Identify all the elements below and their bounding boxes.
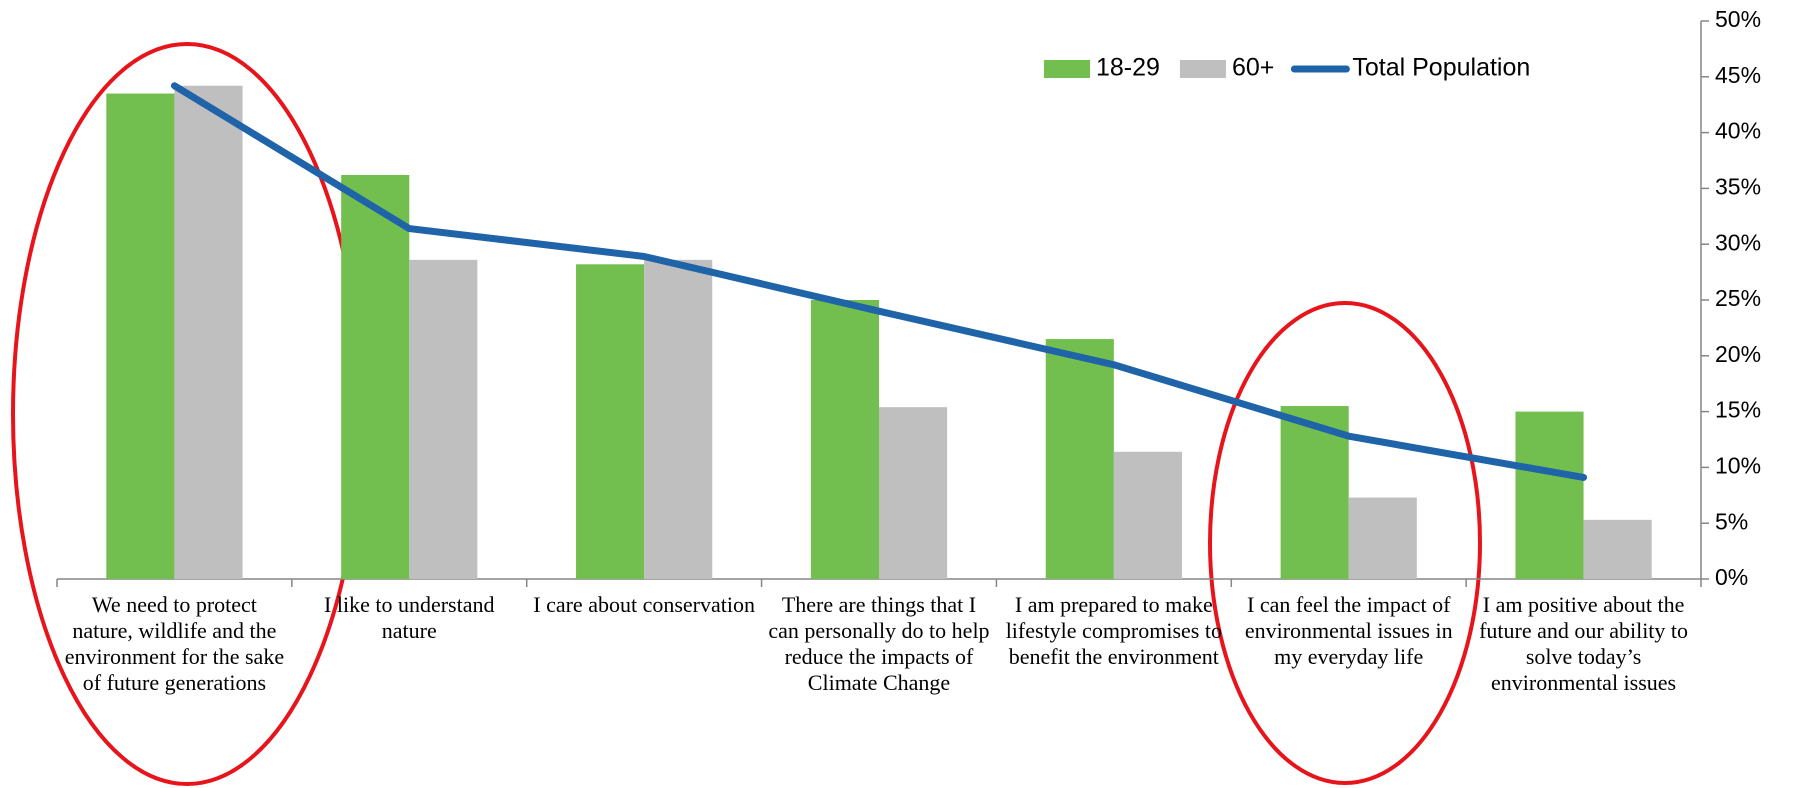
- bar: [409, 259, 478, 579]
- legend-label: 18-29: [1096, 54, 1160, 82]
- bar: [341, 175, 410, 579]
- y-tick-label: 20%: [1715, 341, 1761, 367]
- y-tick-label: 25%: [1715, 285, 1761, 311]
- y-tick-label: 30%: [1715, 229, 1761, 255]
- bar: [1348, 497, 1417, 579]
- x-tick-label: There are things that I can personally d…: [768, 592, 990, 695]
- legend-label: 60+: [1232, 54, 1274, 82]
- y-tick-label: 5%: [1715, 508, 1748, 534]
- bar: [1515, 411, 1584, 579]
- bar: [576, 264, 645, 579]
- bar: [1045, 339, 1114, 579]
- highlight-ellipse: [1208, 301, 1482, 785]
- bar: [644, 259, 713, 579]
- x-tick-label: I like to understand nature: [324, 592, 495, 643]
- bar: [879, 407, 948, 579]
- line: [170, 82, 1588, 481]
- y-tick-label: 0%: [1715, 564, 1748, 590]
- x-tick-label: I am prepared to make lifestyle compromi…: [1005, 592, 1222, 669]
- y-tick-label: 35%: [1715, 173, 1761, 199]
- legend-swatch: [1179, 60, 1226, 78]
- bar: [106, 93, 175, 579]
- y-tick-label: 10%: [1715, 452, 1761, 478]
- bar: [174, 85, 243, 579]
- x-tick-label: I care about conservation: [533, 592, 755, 617]
- legend-label: Total Population: [1352, 54, 1530, 82]
- y-tick-label: 15%: [1715, 397, 1761, 423]
- y-tick-label: 45%: [1715, 62, 1761, 88]
- y-tick-label: 50%: [1715, 6, 1761, 32]
- x-tick-label: I am positive about the future and our a…: [1479, 592, 1689, 695]
- x-tick-label: We need to protect nature, wildlife and …: [64, 592, 285, 695]
- x-tick-label: I can feel the impact of environmental i…: [1244, 592, 1453, 669]
- bar: [810, 300, 879, 579]
- bar: [1583, 519, 1652, 579]
- y-tick-label: 40%: [1715, 118, 1761, 144]
- legend-swatch: [1044, 60, 1090, 78]
- bar: [1113, 451, 1182, 579]
